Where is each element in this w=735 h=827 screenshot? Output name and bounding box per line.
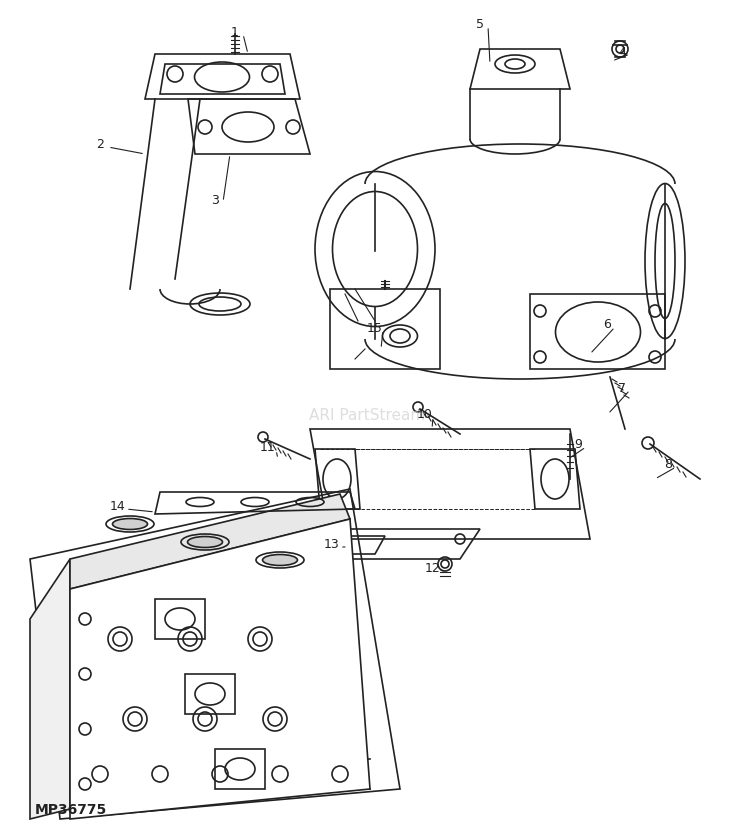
Ellipse shape — [112, 519, 148, 530]
Polygon shape — [30, 559, 70, 819]
Text: 5: 5 — [476, 17, 484, 31]
Bar — [155, 600, 205, 639]
Text: 4: 4 — [618, 45, 626, 59]
Text: ARI PartStream: ARI PartStream — [309, 407, 425, 422]
Text: 7: 7 — [618, 381, 626, 394]
Text: 1: 1 — [231, 26, 239, 38]
Text: MP36775: MP36775 — [35, 802, 107, 816]
Text: 6: 6 — [603, 318, 611, 331]
Text: 12: 12 — [425, 561, 441, 574]
Text: 13: 13 — [324, 538, 340, 551]
Text: 15: 15 — [367, 321, 383, 334]
Text: 2: 2 — [96, 138, 104, 151]
Ellipse shape — [262, 555, 298, 566]
Bar — [185, 674, 235, 715]
Ellipse shape — [187, 537, 223, 547]
Polygon shape — [70, 495, 350, 590]
Text: 3: 3 — [211, 194, 219, 206]
Text: 8: 8 — [664, 458, 672, 471]
Polygon shape — [70, 519, 370, 819]
Text: 9: 9 — [574, 438, 582, 451]
Text: 14: 14 — [110, 500, 126, 513]
Text: 11: 11 — [260, 441, 276, 454]
Bar — [215, 749, 265, 789]
Text: 10: 10 — [417, 408, 433, 421]
Bar — [330, 289, 440, 370]
